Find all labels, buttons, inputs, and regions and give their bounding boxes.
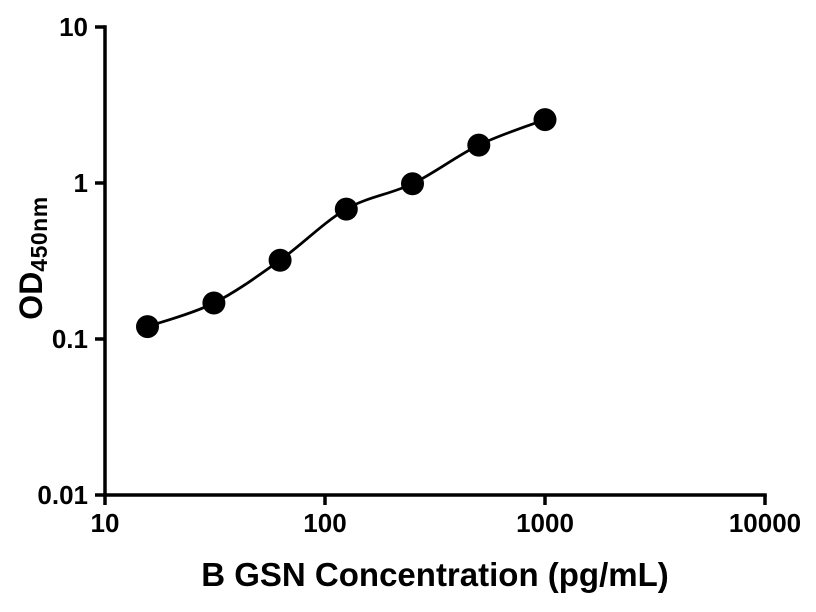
y-tick-label: 0.1 <box>52 324 88 354</box>
y-axis-label-main: OD <box>13 271 49 320</box>
data-point <box>136 315 159 339</box>
data-point <box>268 248 292 272</box>
y-axis-label-subscript: 450nm <box>26 196 52 272</box>
data-point <box>533 108 557 132</box>
x-tick-label: 10 <box>91 508 120 538</box>
data-point <box>467 133 491 157</box>
data-point <box>401 172 424 196</box>
y-tick-label: 0.01 <box>37 480 88 510</box>
y-tick-label: 1 <box>74 168 88 198</box>
x-tick-label: 1000 <box>516 508 574 538</box>
y-tick-label: 10 <box>59 12 88 42</box>
x-tick-label: 100 <box>303 508 346 538</box>
x-tick-label: 10000 <box>729 508 801 538</box>
data-point <box>202 291 226 315</box>
data-point <box>334 197 358 221</box>
x-axis-label: B GSN Concentration (pg/mL) <box>201 556 669 593</box>
axes <box>103 25 767 497</box>
y-axis-label: OD450nm <box>13 196 53 319</box>
